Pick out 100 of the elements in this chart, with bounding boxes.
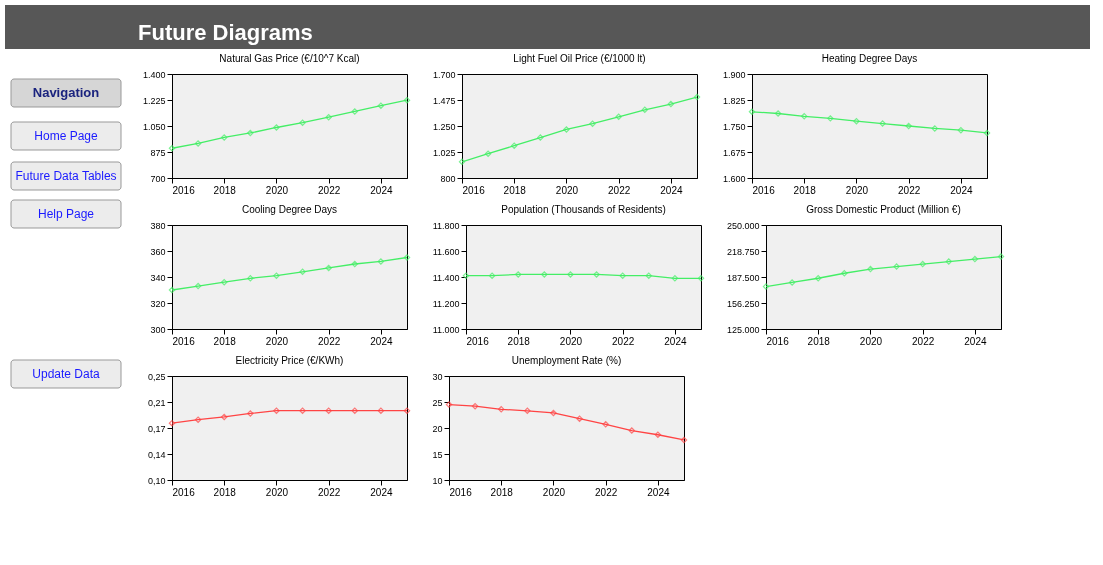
x-tick-label: 2022: [595, 486, 618, 498]
x-tick-label: 2020: [559, 335, 583, 347]
point: [325, 407, 332, 414]
x-tick-label: 2018: [213, 335, 237, 347]
x-tick-label: 2024: [964, 335, 987, 347]
x-tick-label: 2020: [542, 486, 566, 498]
y-tick-label: 1.050: [142, 121, 166, 132]
y-tick-label: 1.600: [722, 173, 746, 184]
point: [299, 119, 306, 126]
y-tick-label: 700: [150, 173, 166, 184]
x-tick-label: 2016: [172, 486, 196, 498]
point: [325, 113, 332, 121]
point: [168, 419, 176, 427]
point: [377, 258, 385, 265]
point: [971, 255, 979, 263]
point: [576, 415, 583, 422]
point: [748, 108, 756, 116]
y-tick-label: 20: [432, 423, 443, 434]
y-tick-label: 156.250: [726, 298, 760, 309]
x-tick-label: 2018: [213, 486, 237, 498]
x-tick-label: 2020: [265, 486, 289, 498]
y-tick-label: 0,10: [147, 475, 166, 486]
y-tick-label: 875: [150, 147, 166, 158]
y-tick-label: 0,17: [147, 423, 166, 434]
x-tick-label: 2024: [647, 486, 670, 498]
chart-title: Electricity Price (€/KWh): [235, 355, 344, 366]
point: [827, 115, 834, 122]
x-tick-label: 2018: [807, 335, 831, 347]
point: [220, 278, 228, 286]
y-tick-label: 218.750: [726, 246, 760, 257]
point: [247, 275, 254, 282]
y-tick-label: 10: [432, 475, 443, 486]
x-tick-label: 2020: [859, 335, 883, 347]
x-tick-label: 2024: [370, 486, 393, 498]
point: [853, 117, 860, 125]
point: [299, 407, 306, 414]
point: [299, 268, 306, 276]
y-tick-label: 1.400: [142, 69, 166, 80]
x-tick-label: 2020: [845, 184, 869, 196]
point: [983, 129, 991, 137]
point: [484, 150, 492, 157]
point: [168, 145, 176, 152]
point: [774, 110, 782, 117]
y-tick-label: 1.475: [432, 95, 456, 106]
x-tick-label: 2024: [660, 184, 683, 196]
point: [403, 96, 411, 104]
point: [377, 407, 385, 414]
point: [680, 436, 688, 444]
chart-title: Light Fuel Oil Price (€/1000 lt): [513, 53, 646, 64]
point: [693, 93, 701, 101]
point: [351, 260, 359, 268]
y-tick-label: 250.000: [726, 220, 760, 231]
point: [589, 120, 596, 127]
y-tick-label: 0,14: [147, 449, 166, 460]
y-tick-label: 380: [150, 220, 166, 231]
point: [194, 282, 202, 290]
point: [841, 270, 848, 277]
y-tick-label: 11.000: [432, 324, 460, 335]
x-tick-label: 2018: [213, 184, 237, 196]
x-tick-label: 2016: [172, 184, 196, 196]
y-tick-label: 11.200: [432, 298, 460, 309]
point: [667, 100, 675, 108]
y-tick-label: 1.750: [722, 121, 746, 132]
point: [957, 126, 965, 134]
point: [273, 272, 280, 279]
chart-title: Population (Thousands of Residents): [501, 204, 666, 215]
x-tick-label: 2016: [172, 335, 196, 347]
y-tick-label: 320: [150, 298, 166, 309]
point: [919, 260, 926, 268]
y-tick-label: 1.025: [432, 147, 456, 158]
x-tick-label: 2020: [265, 184, 289, 196]
x-tick-label: 2020: [555, 184, 579, 196]
x-tick-label: 2018: [793, 184, 817, 196]
text: Update Data: [32, 367, 101, 381]
point: [471, 402, 479, 410]
x-tick-label: 2024: [950, 184, 973, 196]
x-tick-label: 2018: [503, 184, 527, 196]
y-tick-label: 1.825: [722, 95, 746, 106]
point: [615, 113, 622, 120]
text: Future Data Tables: [15, 169, 117, 183]
point: [563, 126, 570, 133]
x-tick-label: 2016: [466, 335, 490, 347]
point: [220, 134, 228, 141]
x-tick-label: 2022: [318, 335, 341, 347]
text: Home Page: [34, 129, 99, 143]
x-tick-label: 2024: [370, 335, 393, 347]
point: [403, 254, 411, 261]
y-tick-label: 340: [150, 272, 166, 283]
y-tick-label: 800: [440, 173, 456, 184]
y-tick-label: 30: [432, 371, 443, 382]
y-tick-label: 1.900: [722, 69, 746, 80]
point: [867, 265, 874, 273]
chart-title: Unemployment Rate (%): [511, 355, 622, 366]
point: [524, 407, 531, 415]
point: [510, 142, 518, 149]
point: [641, 106, 649, 114]
point: [194, 140, 202, 147]
point: [931, 125, 939, 132]
point: [194, 416, 202, 423]
y-tick-label: 1.250: [432, 121, 456, 132]
